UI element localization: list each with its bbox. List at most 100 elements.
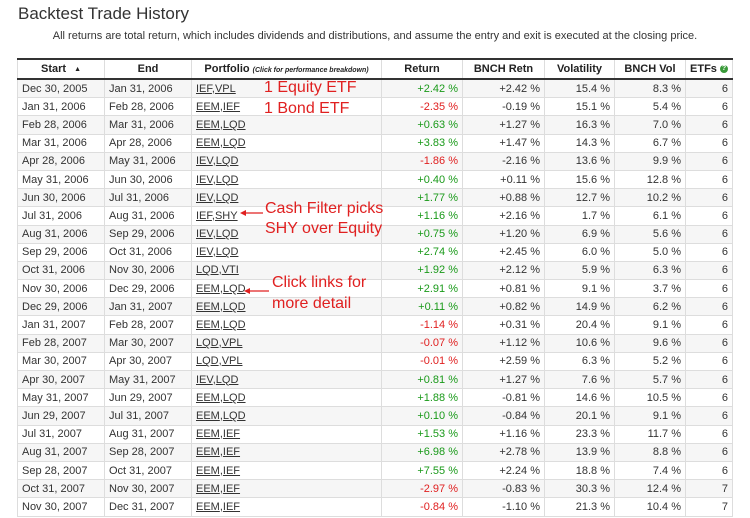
cell-volatility: 30.3 % [544,479,615,499]
table-row: Feb 28, 2006 Mar 31, 2006 EEM,LQD +0.63 % +1… [17,115,733,135]
cell-portfolio: LQD,VPL [191,333,382,353]
cell-bench-return: +1.27 % [462,115,545,135]
cell-etfs: 6 [685,242,733,262]
cell-end: Jul 31, 2007 [104,406,192,426]
cell-start: Apr 28, 2006 [17,151,105,171]
portfolio-link[interactable]: IEF [222,482,241,495]
cell-bench-return: +2.16 % [462,206,545,226]
cell-bench-return: +2.24 % [462,460,545,481]
cell-etfs: 7 [685,497,733,517]
portfolio-link[interactable]: EEM [196,118,220,131]
cell-bench-return: +1.12 % [462,333,545,353]
cell-start: Sep 28, 2007 [17,460,105,481]
cell-return: -0.01 % [381,351,463,372]
arrow-left-icon [240,210,263,216]
portfolio-link[interactable]: LQD [196,355,219,368]
cell-etfs: 6 [685,78,733,99]
cell-volatility: 10.6 % [544,333,615,353]
cell-bench-return: +2.78 % [462,442,545,462]
header-return[interactable]: Return [381,58,463,80]
portfolio-link[interactable]: IEF [196,82,212,95]
portfolio-link[interactable]: LQD [215,373,239,386]
cell-return: -1.14 % [381,315,463,335]
cell-volatility: 13.9 % [544,442,615,462]
portfolio-link[interactable]: SHY [214,209,238,222]
portfolio-link[interactable]: IEF [222,446,241,459]
portfolio-link[interactable]: EEM [196,282,220,295]
portfolio-link[interactable]: EEM [196,319,220,332]
cell-end: Dec 29, 2006 [104,279,192,299]
portfolio-link[interactable]: EEM [196,428,220,441]
help-icon[interactable]: ? [719,65,728,74]
portfolio-link[interactable]: LQD [222,391,246,404]
cell-return: +1.92 % [381,260,463,281]
portfolio-link[interactable]: LQD [222,319,246,332]
cell-bench-vol: 12.8 % [614,169,686,190]
portfolio-link[interactable]: LQD [215,191,239,204]
portfolio-link[interactable]: IEF [222,464,241,477]
sort-ascending-icon[interactable]: ▲ [74,65,81,73]
portfolio-link[interactable]: LQD [222,118,246,131]
header-end[interactable]: End [104,58,192,80]
portfolio-link[interactable]: IEF [222,500,241,513]
portfolio-link[interactable]: VPL [221,355,243,368]
cell-return: -2.35 % [381,97,463,117]
header-etfs[interactable]: ETFs ? [685,58,733,80]
portfolio-link[interactable]: EEM [196,391,220,404]
portfolio-link[interactable]: LQD [215,155,239,168]
cell-start: Aug 31, 2006 [17,224,105,244]
portfolio-link[interactable]: IEV [196,155,213,168]
portfolio-link[interactable]: EEM [196,464,220,477]
header-bench-return[interactable]: BNCH Retn [462,58,545,80]
header-portfolio[interactable]: Portfolio (Click for performance breakdo… [191,58,382,80]
portfolio-link[interactable]: VPL [214,82,236,95]
portfolio-link[interactable]: IEF [222,428,241,441]
cell-return: -0.84 % [381,497,463,517]
portfolio-link[interactable]: IEV [196,246,213,259]
portfolio-link[interactable]: IEV [196,173,213,186]
portfolio-link[interactable]: LQD [222,282,246,295]
portfolio-link[interactable]: VTI [221,264,239,277]
portfolio-link[interactable]: IEF [196,209,212,222]
portfolio-link[interactable]: IEV [196,191,213,204]
portfolio-link[interactable]: EEM [196,100,220,113]
header-bench-vol[interactable]: BNCH Vol [614,58,686,80]
header-start[interactable]: Start ▲ [17,58,105,80]
cell-etfs: 6 [685,97,733,117]
portfolio-link[interactable]: EEM [196,300,220,313]
cell-volatility: 15.6 % [544,169,615,190]
cell-portfolio: IEV,LQD [191,169,382,190]
cell-end: Jan 31, 2007 [104,297,192,317]
cell-etfs: 6 [685,133,733,153]
cell-bench-vol: 7.0 % [614,115,686,135]
portfolio-link[interactable]: EEM [196,409,220,422]
portfolio-link[interactable]: LQD [222,137,246,150]
cell-etfs: 6 [685,206,733,226]
portfolio-link[interactable]: LQD [215,173,239,186]
portfolio-link[interactable]: EEM [196,482,220,495]
table-row: Dec 30, 2005 Jan 31, 2006 IEF,VPL +2.42 % +2… [17,78,733,99]
cell-etfs: 6 [685,224,733,244]
portfolio-link[interactable]: LQD [222,409,246,422]
portfolio-link[interactable]: LQD [222,300,246,313]
cell-bench-return: -0.83 % [462,479,545,499]
cell-bench-return: +2.59 % [462,351,545,372]
portfolio-link[interactable]: EEM [196,500,220,513]
portfolio-link[interactable]: LQD [215,246,239,259]
portfolio-link[interactable]: IEV [196,228,213,241]
table-row: Sep 28, 2007 Oct 31, 2007 EEM,IEF +7.55 % +2… [17,460,733,481]
portfolio-link[interactable]: LQD [215,228,239,241]
portfolio-link[interactable]: VPL [221,337,243,350]
cell-return: +2.74 % [381,242,463,262]
portfolio-link[interactable]: EEM [196,137,220,150]
portfolio-link[interactable]: IEV [196,373,213,386]
cell-end: Aug 31, 2007 [104,424,192,444]
portfolio-link[interactable]: LQD [196,264,219,277]
portfolio-link[interactable]: EEM [196,446,220,459]
cell-portfolio: EEM,LQD [191,406,382,426]
header-volatility[interactable]: Volatility [544,58,615,80]
portfolio-link[interactable]: LQD [196,337,219,350]
cell-bench-return: -2.16 % [462,151,545,171]
page-title: Backtest Trade History [18,4,190,23]
portfolio-link[interactable]: IEF [222,100,241,113]
